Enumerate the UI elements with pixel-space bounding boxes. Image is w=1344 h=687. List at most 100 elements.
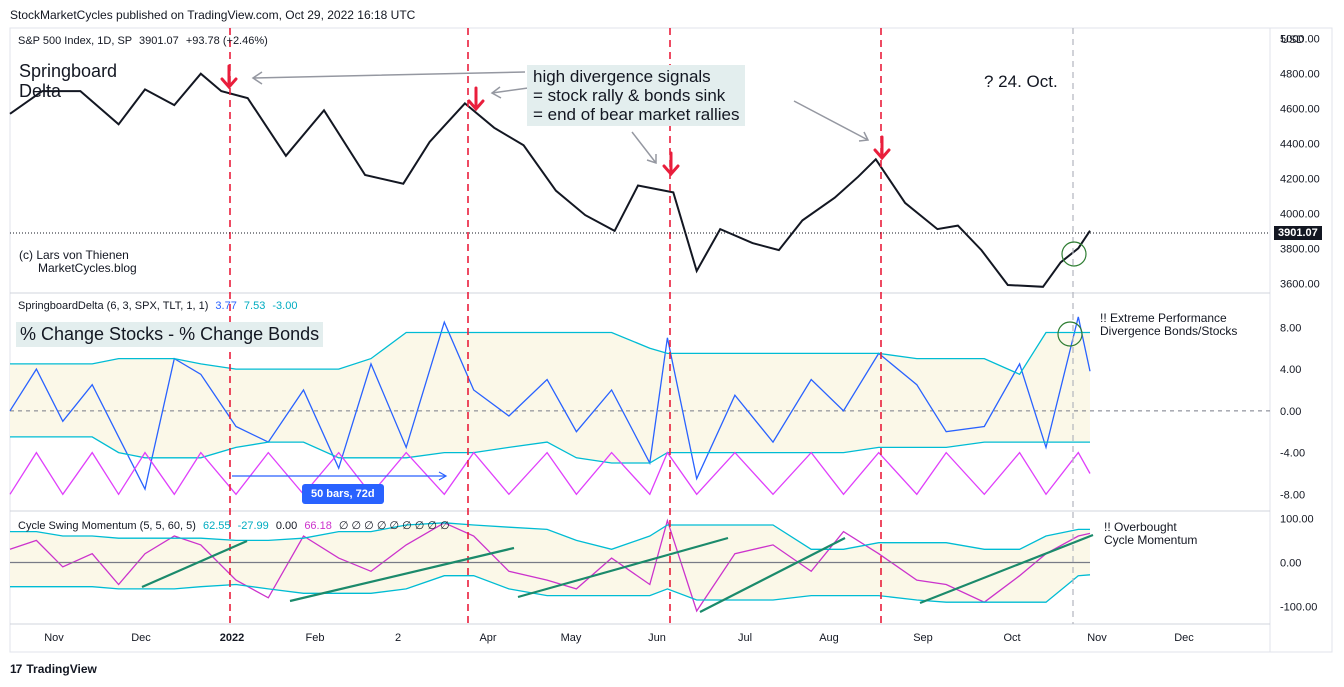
time-tick-label: Dec [131, 632, 151, 644]
note-line: Divergence Bonds/Stocks [1100, 324, 1238, 338]
price-tick-label: 4200.00 [1280, 173, 1320, 185]
last-price-tag: 3901.07 [1274, 226, 1322, 240]
delta-tick-label: -4.00 [1280, 448, 1305, 460]
divergence-callout: high divergence signals = stock rally & … [527, 65, 746, 126]
price-tick-label: 4600.00 [1280, 104, 1320, 116]
title-line: Delta [19, 81, 62, 101]
delta-tick-label: -8.00 [1280, 489, 1305, 501]
price-tick-label: 4000.00 [1280, 208, 1320, 220]
change-value: +93.78 (+2.46%) [185, 35, 268, 47]
upper-band-line [10, 331, 1090, 376]
indicator-value: -27.99 [237, 520, 269, 532]
price-tick-label: 3800.00 [1280, 243, 1320, 255]
time-tick-label: Feb [306, 632, 325, 644]
indicator-name: SpringboardDelta (6, 3, SPX, TLT, 1, 1) [18, 300, 209, 312]
note-line: !! Extreme Performance [1100, 311, 1227, 325]
time-tick-label: Aug [819, 632, 839, 644]
highlight-circle [1057, 321, 1083, 347]
chart-frame [9, 27, 1333, 653]
upper-band-line [10, 522, 1090, 550]
time-tick-label: Apr [479, 632, 496, 644]
red-arrows [220, 64, 891, 177]
time-tick-label: Jun [648, 632, 666, 644]
delta-series-line [9, 316, 1091, 492]
arrow-down-icon [467, 86, 485, 112]
overbought-note: !! Overbought Cycle Momentum [1104, 521, 1197, 547]
arrow-left-icon [251, 71, 526, 85]
time-tick-label: 2 [395, 632, 401, 644]
callout-line: = end of bear market rallies [533, 105, 740, 124]
credit-line: MarketCycles.blog [38, 261, 137, 275]
price-tick-label: 3600.00 [1280, 278, 1320, 290]
callout-line: high divergence signals [533, 67, 711, 86]
title-line: Springboard [19, 61, 118, 81]
delta-pane-legend: SpringboardDelta (6, 3, SPX, TLT, 1, 1) … [18, 300, 297, 312]
cycle-sine-line [9, 451, 1091, 496]
arrow-left-icon [490, 86, 529, 99]
indicator-name: Cycle Swing Momentum (5, 5, 60, 5) [18, 520, 196, 532]
highlight-circle [1061, 241, 1087, 267]
indicator-empty-values: ∅ ∅ ∅ ∅ ∅ ∅ ∅ ∅ ∅ [338, 520, 450, 532]
callout-arrows [251, 71, 870, 165]
signal-lines [229, 28, 1074, 624]
price-pane [9, 72, 1091, 288]
time-tick-label: Dec [1174, 632, 1194, 644]
indicator-value: 3.77 [215, 300, 237, 312]
callout-line: = stock rally & bonds sink [533, 86, 726, 105]
trend-line [141, 539, 248, 589]
price-tick-label: 5000.00 [1280, 34, 1320, 46]
delta-pane [9, 316, 1270, 496]
bars-measure [232, 471, 448, 481]
trend-line [919, 533, 1094, 605]
trend-line [517, 536, 729, 599]
time-tick-label: Nov [44, 632, 64, 644]
price-series-line [9, 72, 1091, 288]
indicator-value: 0.00 [275, 520, 298, 532]
time-tick-label: Oct [1003, 632, 1020, 644]
indicator-value: -3.00 [272, 300, 298, 312]
trend-lines [141, 533, 1094, 613]
delta-band-fill [10, 332, 1090, 463]
delta-tick-label: 8.00 [1280, 322, 1301, 334]
bars-measure-label: 50 bars, 72d [302, 484, 384, 504]
delta-tick-label: 4.00 [1280, 364, 1301, 376]
arrow-down-icon [873, 135, 891, 161]
extreme-note: !! Extreme Performance Divergence Bonds/… [1100, 312, 1237, 338]
arrow-down-right-icon [631, 131, 657, 165]
indicator-value: 7.53 [243, 300, 266, 312]
symbol-label: S&P 500 Index, 1D, SP [18, 35, 132, 47]
momentum-pane [9, 518, 1091, 613]
delta-tick-label: 0.00 [1280, 406, 1301, 418]
date-question: ? 24. Oct. [984, 72, 1058, 91]
arrow-down-icon [662, 151, 680, 177]
note-line: Cycle Momentum [1104, 533, 1198, 547]
time-tick-label: May [561, 632, 582, 644]
momentum-series-line [9, 518, 1091, 613]
brand-label: TradingView [26, 662, 97, 676]
delta-caption: % Change Stocks - % Change Bonds [16, 322, 324, 347]
credit: (c) Lars von Thienen MarketCycles.blog [19, 249, 137, 275]
time-scale[interactable]: Nov Dec 2022 Feb 2 Apr May Jun Jul Aug Sep Oct Nov De… [44, 632, 1194, 644]
time-tick-label: Nov [1087, 632, 1107, 644]
trend-line [289, 546, 515, 603]
last-value: 3901.07 [139, 35, 179, 47]
main-pane-legend: S&P 500 Index, 1D, SP 3901.07 +93.78 (+2… [18, 35, 268, 47]
springboard-title: Springboard Delta [19, 61, 117, 101]
arrow-down-icon [220, 64, 238, 90]
credit-line: (c) Lars von Thienen [19, 248, 129, 262]
momentum-tick-label: 100.00 [1280, 513, 1314, 525]
momentum-tick-label: -100.00 [1280, 602, 1317, 614]
time-tick-label: Jul [738, 632, 752, 644]
publish-header: StockMarketCycles published on TradingVi… [10, 8, 416, 22]
price-tick-label: 4800.00 [1280, 69, 1320, 81]
price-tick-label: 4400.00 [1280, 139, 1320, 151]
currency-label: USD [1281, 34, 1305, 46]
note-line: !! Overbought [1104, 520, 1177, 534]
footer[interactable]: 17 TradingView [10, 662, 97, 676]
indicator-value: 66.18 [304, 520, 332, 532]
price-scale[interactable]: 5000.00 4800.00 4600.00 4400.00 4200.00 4000.… [1280, 34, 1320, 614]
time-tick-label: 2022 [220, 632, 244, 644]
momentum-tick-label: 0.00 [1280, 557, 1301, 569]
arrow-down-right-icon [793, 100, 870, 142]
